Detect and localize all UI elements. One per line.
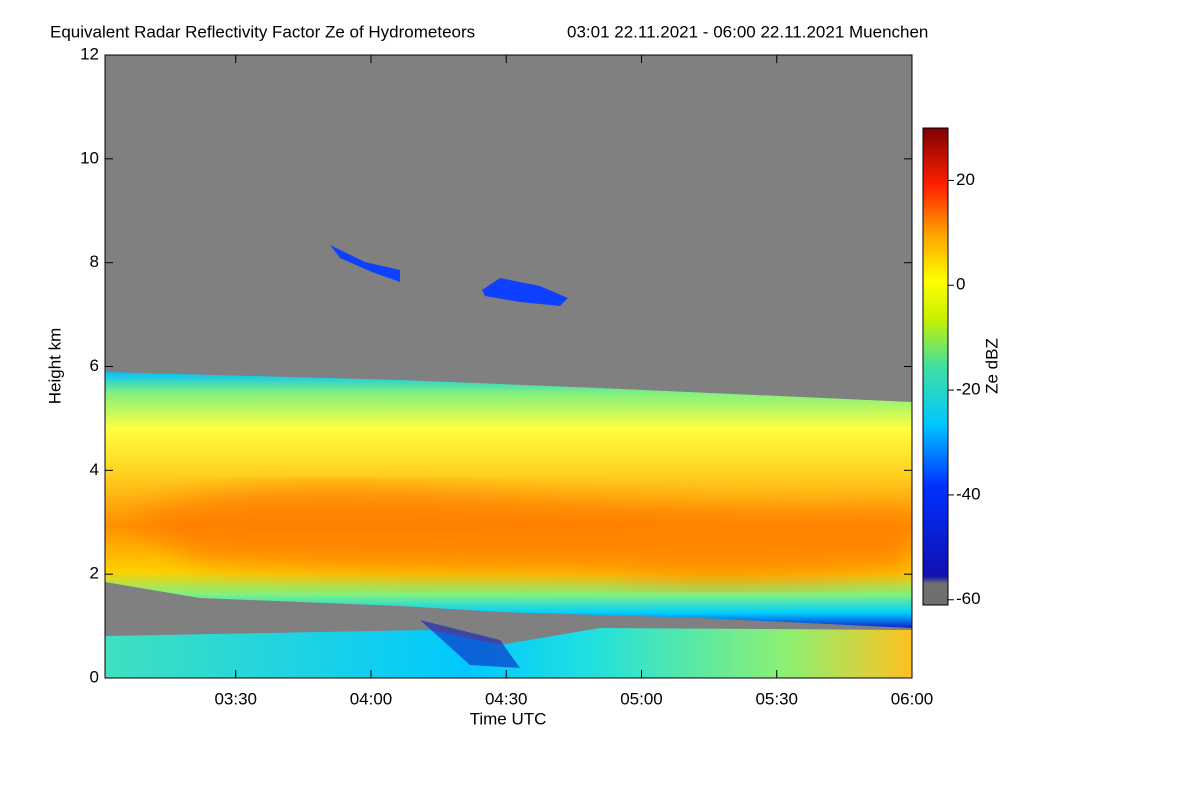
y-tick-label: 0: [90, 667, 99, 686]
y-tick-label: 2: [90, 564, 99, 583]
y-tick-label: 12: [80, 44, 99, 63]
colorbar-tick-label: 20: [956, 170, 975, 189]
y-tick-label: 10: [80, 148, 99, 167]
colorbar-tick-label: -40: [956, 484, 981, 503]
chart-subtitle: 03:01 22.11.2021 - 06:00 22.11.2021 Muen…: [567, 22, 928, 41]
y-tick-label: 6: [90, 356, 99, 375]
x-axis-label: Time UTC: [470, 709, 547, 728]
x-tick-label: 04:30: [485, 689, 528, 708]
x-tick-label: 05:00: [620, 689, 663, 708]
y-tick-label: 8: [90, 252, 99, 271]
y-axis-label: Height km: [45, 328, 64, 405]
x-tick-label: 06:00: [891, 689, 934, 708]
chart-title: Equivalent Radar Reflectivity Factor Ze …: [50, 22, 475, 41]
radar-field: [105, 55, 912, 678]
colorbar-label: Ze dBZ: [982, 338, 1001, 394]
colorbar-tick-label: -20: [956, 380, 981, 399]
x-tick-label: 05:30: [755, 689, 798, 708]
colorbar-tick-label: -60: [956, 589, 981, 608]
x-tick-label: 03:30: [214, 689, 257, 708]
x-tick-label: 04:00: [350, 689, 393, 708]
colorbar: [922, 127, 949, 606]
colorbar-tick-label: 0: [956, 275, 965, 294]
y-tick-label: 4: [90, 460, 99, 479]
